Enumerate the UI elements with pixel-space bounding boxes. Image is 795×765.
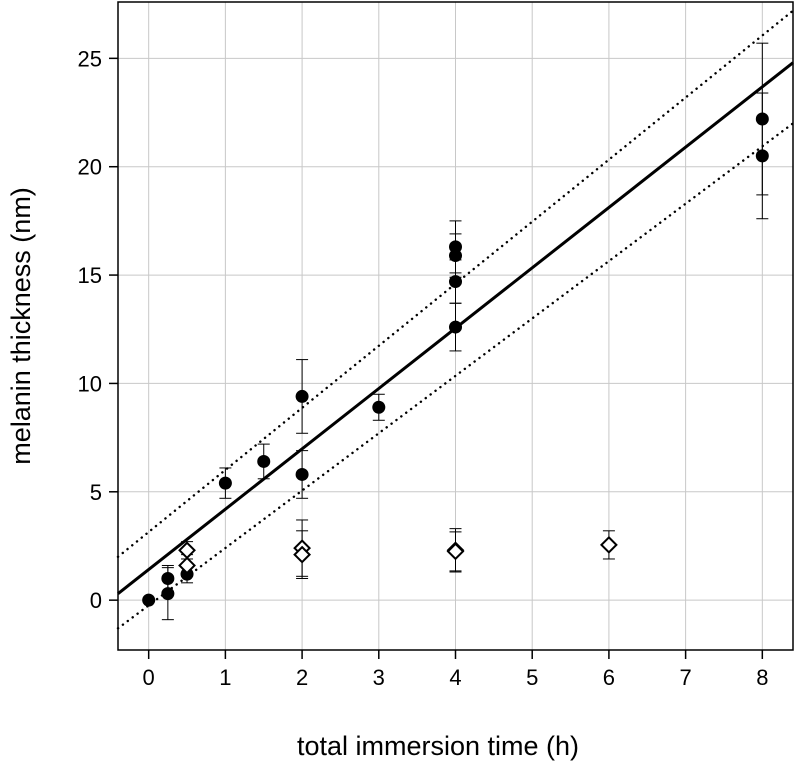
data-point-diamond: [446, 542, 465, 561]
y-tick-label: 5: [90, 480, 102, 505]
x-tick-label: 1: [219, 665, 231, 690]
x-tick-label: 6: [603, 665, 615, 690]
x-tick-label: 4: [449, 665, 461, 690]
x-tick-label: 0: [143, 665, 155, 690]
x-tick-label: 3: [373, 665, 385, 690]
y-tick-label: 10: [78, 371, 102, 396]
y-tick-label: 15: [78, 263, 102, 288]
data-point-diamond: [599, 535, 618, 554]
y-tick-label: 20: [78, 155, 102, 180]
confidence-band-line: [116, 122, 795, 630]
data-point-circle: [161, 571, 175, 585]
data-point-circle: [449, 275, 462, 289]
y-axis-ticks: 0 5 10 15 20 25: [78, 46, 118, 613]
x-axis-title: total immersion time (h): [297, 731, 579, 761]
data-point-diamond: [293, 545, 312, 564]
data-point-circle: [218, 476, 232, 490]
x-tick-label: 2: [296, 665, 308, 690]
y-axis-title: melanin thickness (nm): [6, 187, 36, 465]
data-markers: [142, 112, 769, 607]
data-point-diamond: [178, 556, 196, 575]
y-tick-label: 0: [90, 588, 102, 613]
data-point-circle: [142, 593, 156, 607]
data-point-circle: [449, 320, 462, 334]
x-tick-label: 5: [526, 665, 538, 690]
x-tick-label: 7: [679, 665, 691, 690]
data-point-circle: [257, 454, 271, 468]
data-point-circle: [295, 467, 309, 481]
data-point-circle: [755, 149, 769, 163]
data-point-circle: [449, 249, 462, 263]
x-axis-ticks: 0 1 2 3 4 5 6 7 8: [143, 650, 768, 690]
data-point-circle: [755, 112, 769, 126]
data-point-circle: [372, 400, 386, 414]
data-point-circle: [161, 587, 175, 601]
y-tick-label: 25: [78, 46, 102, 71]
x-tick-label: 8: [756, 665, 768, 690]
data-point-circle: [295, 389, 309, 403]
